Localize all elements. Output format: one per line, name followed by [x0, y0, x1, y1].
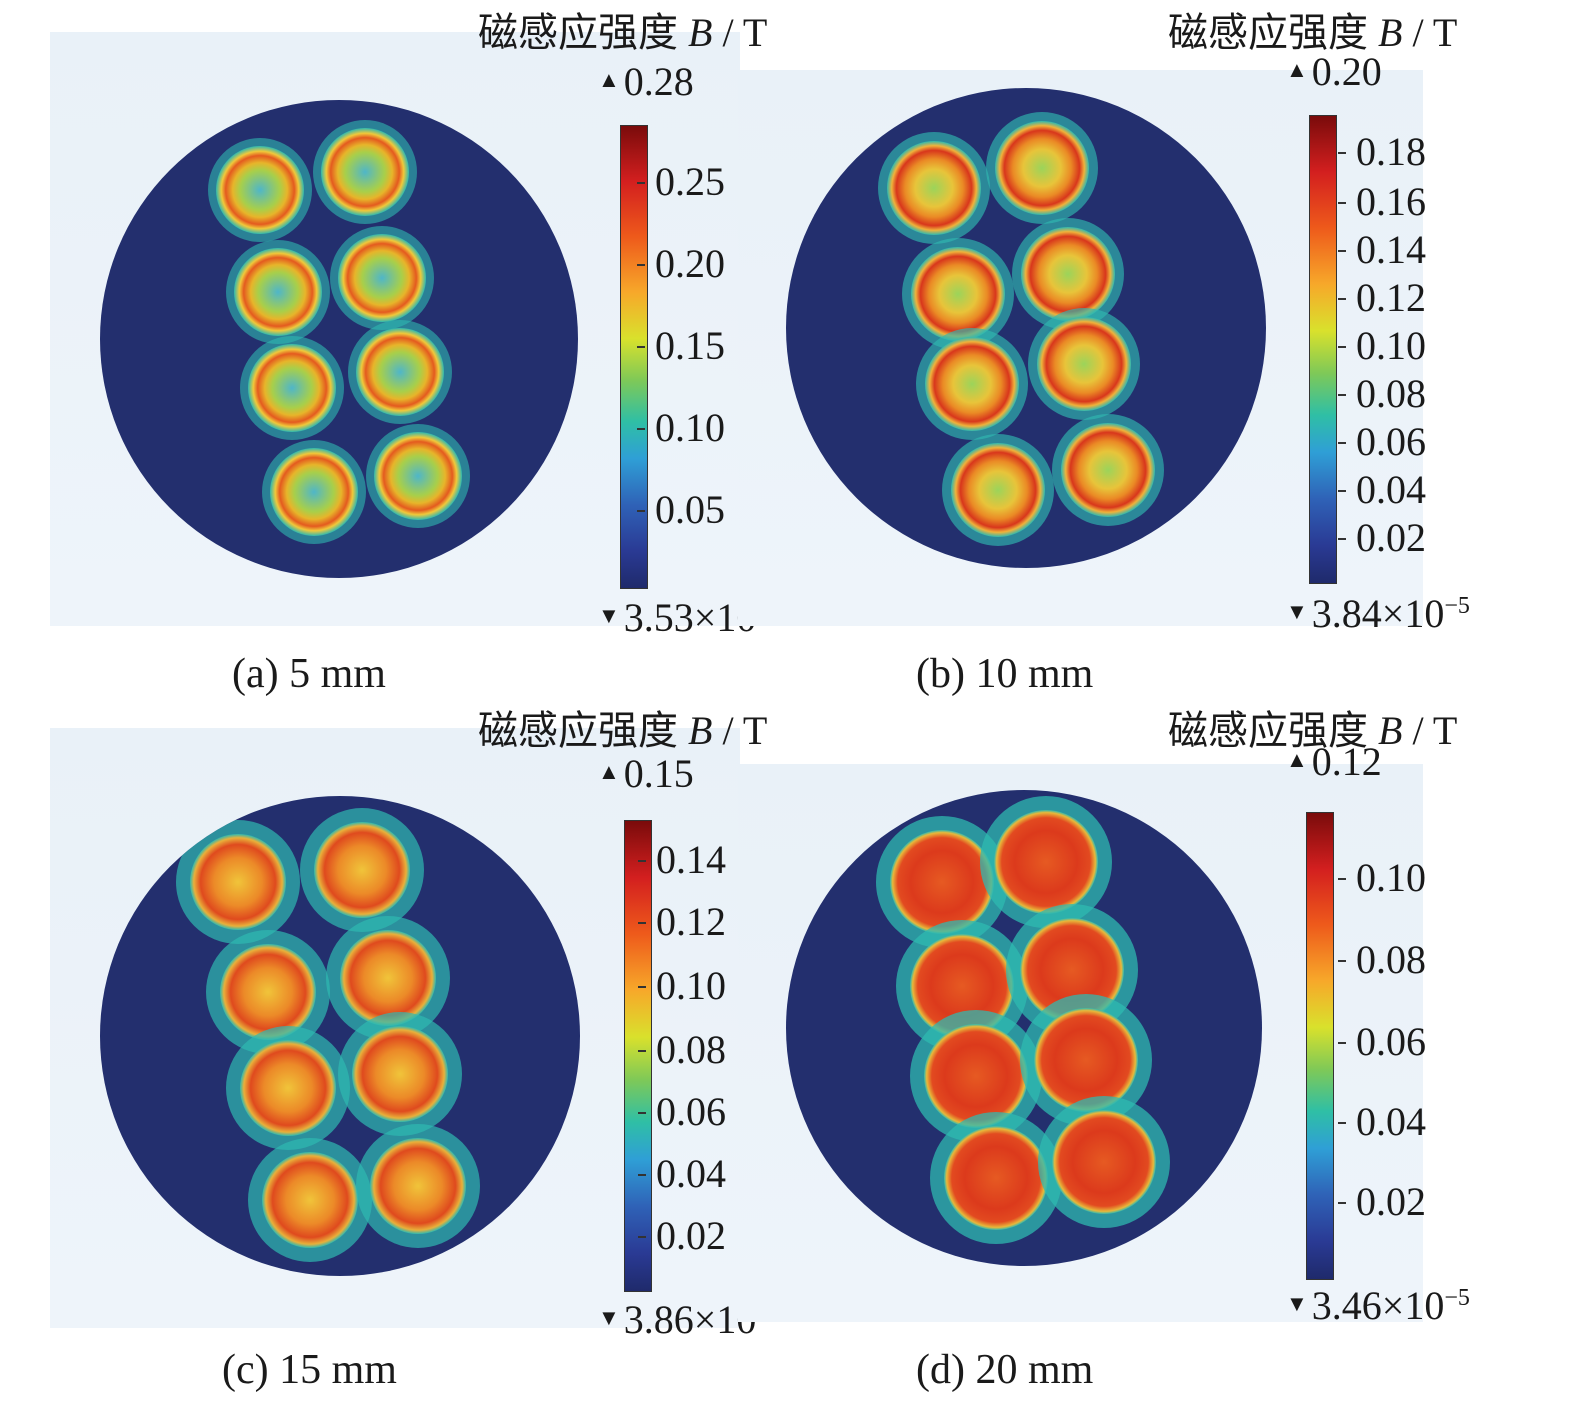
tick-label: 0.05	[637, 487, 725, 532]
max-triangle-icon: ▲	[1286, 747, 1308, 772]
tick-label: 0.12	[1338, 275, 1426, 320]
min-triangle-icon: ▼	[598, 1305, 620, 1330]
colorbar	[620, 125, 648, 589]
max-value-label: ▲ 0.15	[598, 751, 694, 796]
magnetic-field-plot	[786, 88, 1266, 568]
tick-label: 0.06	[1338, 1019, 1426, 1064]
tick-label: 0.02	[1338, 515, 1426, 560]
max-triangle-icon: ▲	[1286, 57, 1308, 82]
tick-label: 0.02	[1338, 1179, 1426, 1224]
tick-label: 0.25	[637, 159, 725, 204]
colorbar	[624, 820, 652, 1292]
panel-caption: (d) 20 mm	[916, 1347, 1094, 1393]
panel-caption: (b) 10 mm	[916, 651, 1094, 697]
tick-label: 0.06	[1338, 419, 1426, 464]
tick-label: 0.08	[1338, 371, 1426, 416]
tick-label: 0.10	[637, 405, 725, 450]
legend-title: 磁感应强度 B / T	[1168, 10, 1458, 55]
min-triangle-icon: ▼	[1286, 1291, 1308, 1316]
min-triangle-icon: ▼	[598, 603, 620, 628]
legend-title: 磁感应强度 B / T	[478, 708, 768, 753]
tick-label: 0.04	[638, 1151, 726, 1196]
tick-label: 0.16	[1338, 179, 1426, 224]
legend-title: 磁感应强度 B / T	[478, 10, 768, 55]
max-value-label: ▲ 0.28	[598, 59, 694, 104]
tick-label: 0.14	[1338, 227, 1426, 272]
tick-label: 0.08	[1338, 937, 1426, 982]
max-value-label: ▲ 0.12	[1286, 739, 1382, 784]
tick-label: 0.04	[1338, 1099, 1426, 1144]
panel-caption: (a) 5 mm	[232, 651, 386, 697]
legend-title: 磁感应强度 B / T	[1168, 708, 1458, 753]
panel-caption: (c) 15 mm	[222, 1347, 397, 1393]
max-triangle-icon: ▲	[598, 759, 620, 784]
min-value-label: ▼ 3.84×10−5	[1286, 591, 1470, 636]
max-value-label: ▲ 0.20	[1286, 49, 1382, 94]
colorbar	[1309, 115, 1337, 584]
tick-label: 0.15	[637, 323, 725, 368]
tick-label: 0.04	[1338, 467, 1426, 512]
min-value-label: ▼ 3.46×10−5	[1286, 1283, 1470, 1328]
tick-label: 0.02	[638, 1213, 726, 1258]
max-triangle-icon: ▲	[598, 67, 620, 92]
tick-label: 0.10	[1338, 855, 1426, 900]
min-triangle-icon: ▼	[1286, 599, 1308, 624]
tick-label: 0.14	[638, 837, 726, 882]
tick-label: 0.18	[1338, 129, 1426, 174]
tick-label: 0.06	[638, 1089, 726, 1134]
tick-label: 0.10	[638, 963, 726, 1008]
tick-label: 0.12	[638, 899, 726, 944]
colorbar	[1306, 812, 1334, 1280]
magnetic-field-plot	[100, 100, 578, 578]
tick-label: 0.08	[638, 1027, 726, 1072]
magnetic-field-plot	[786, 790, 1262, 1266]
magnetic-field-plot	[100, 796, 580, 1276]
tick-label: 0.20	[637, 241, 725, 286]
tick-label: 0.10	[1338, 323, 1426, 368]
